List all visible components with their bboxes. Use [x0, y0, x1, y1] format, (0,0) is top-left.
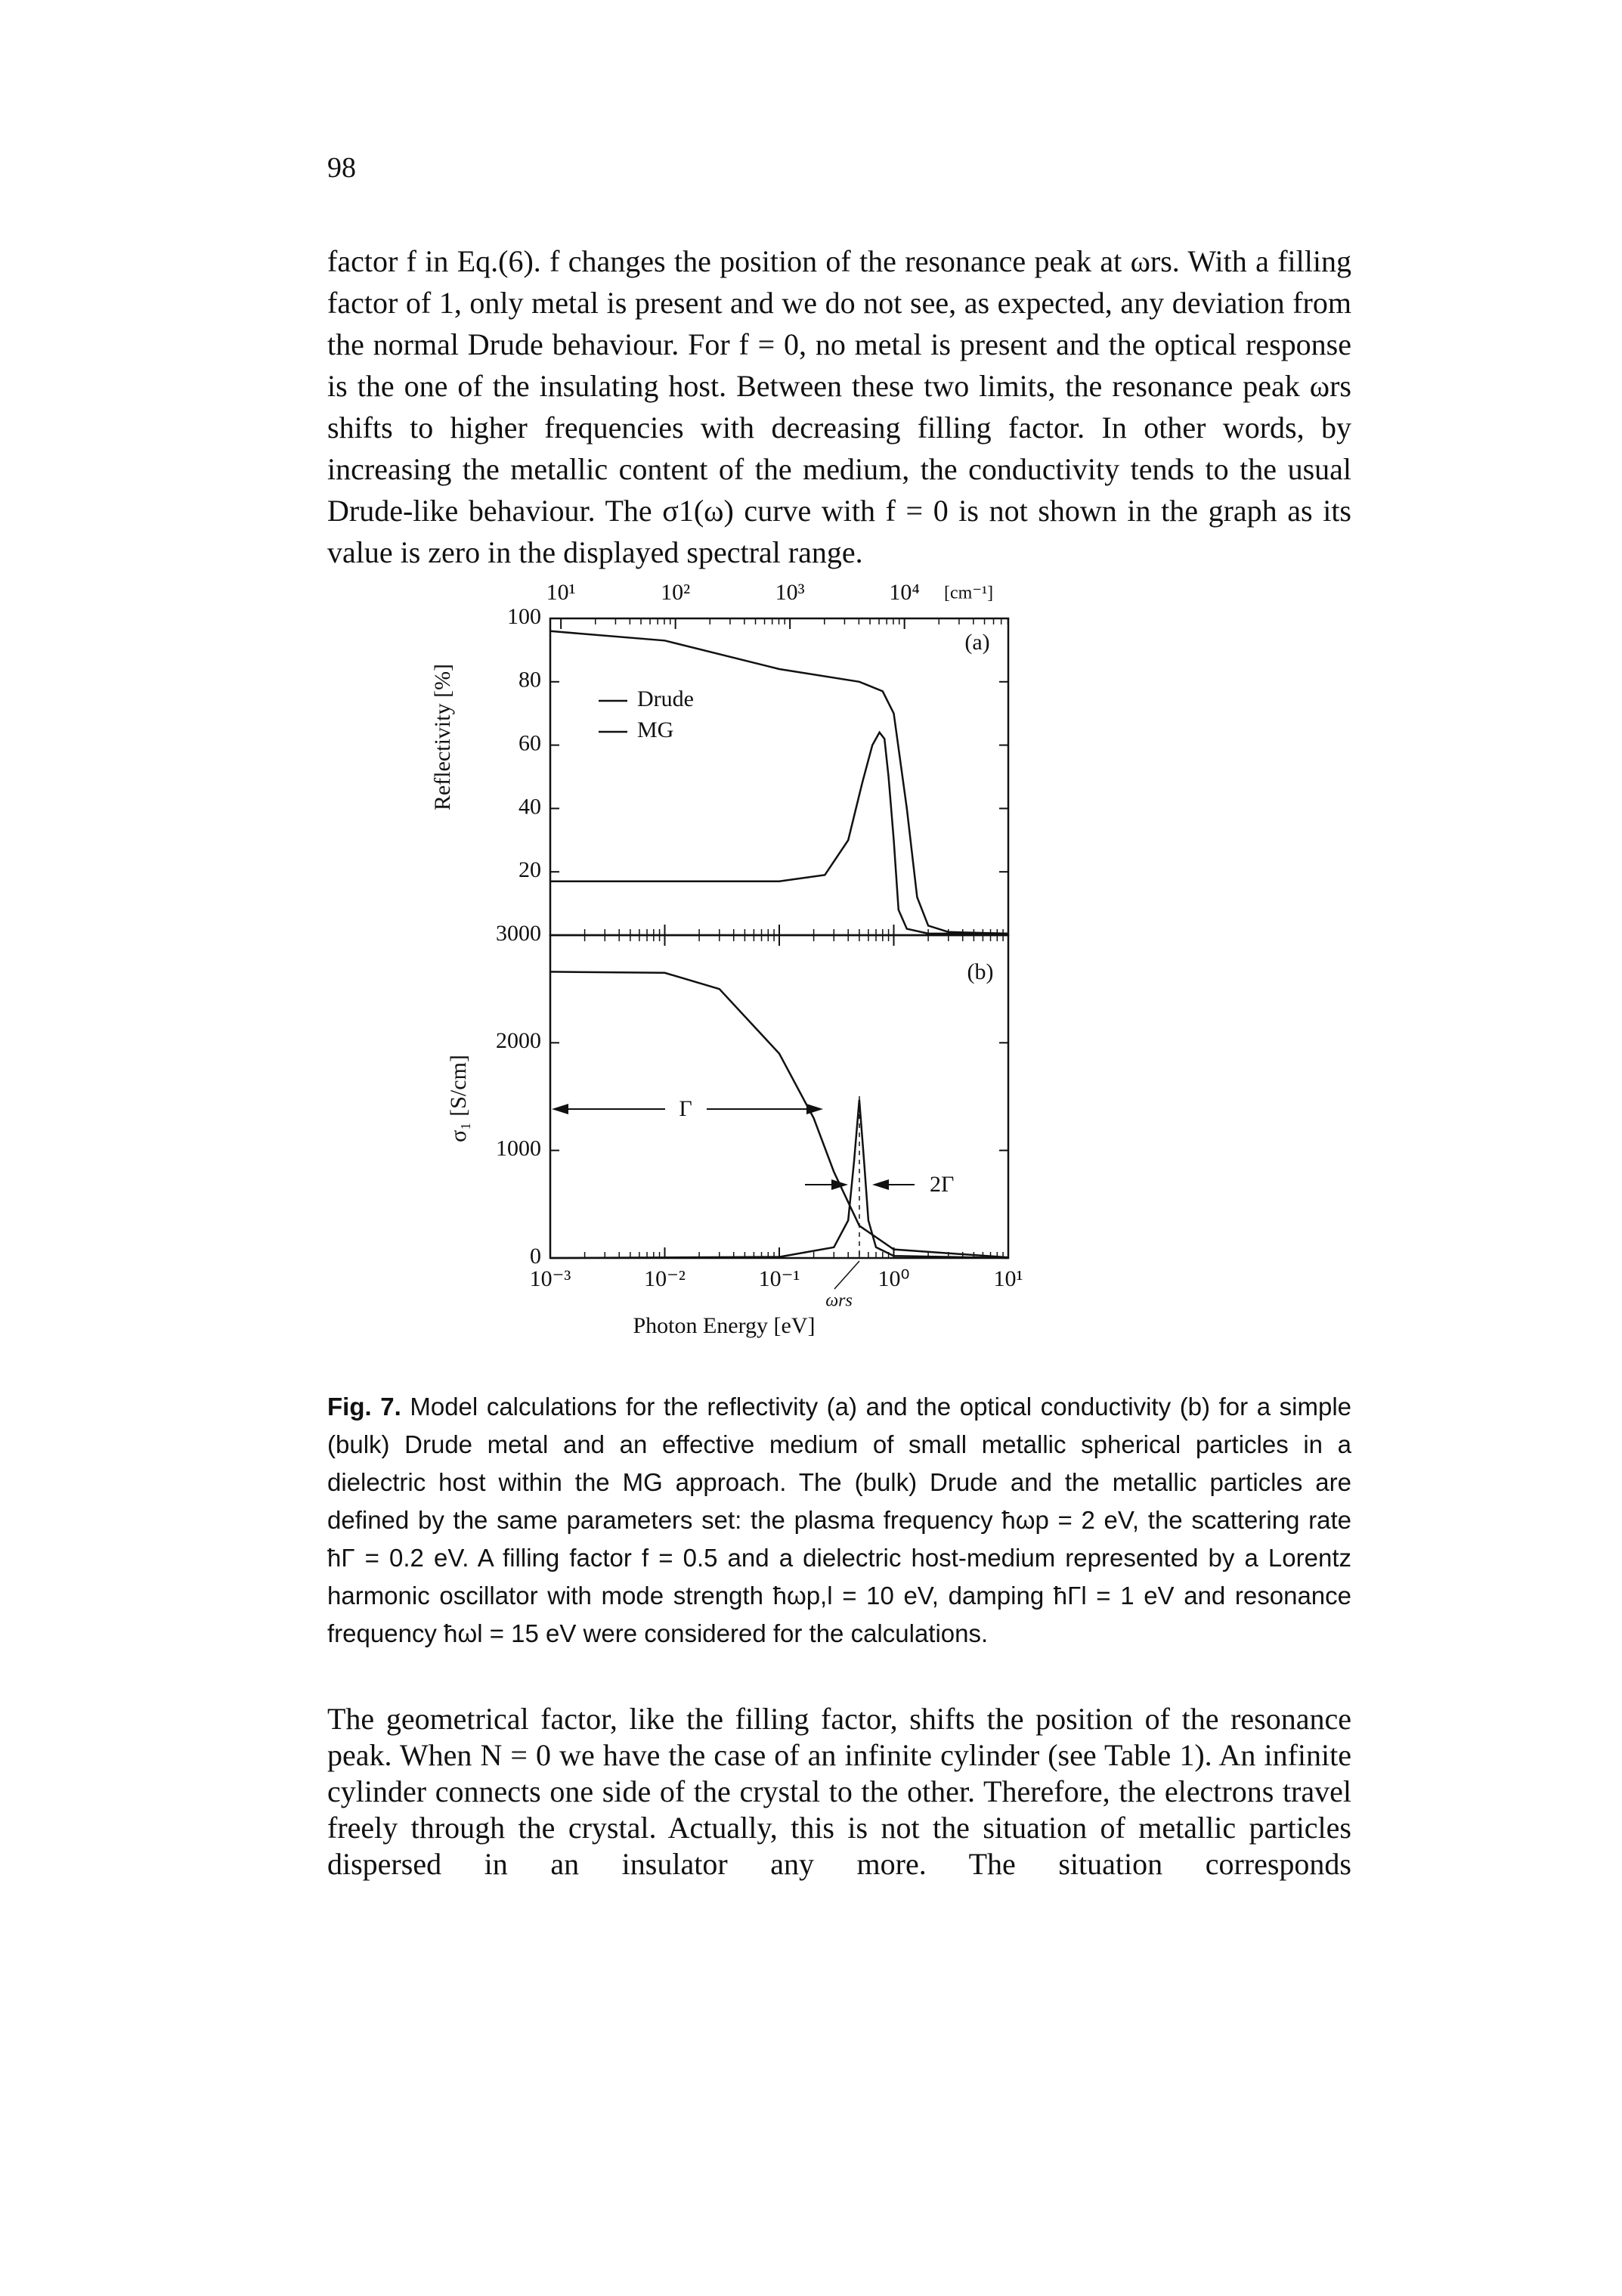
x-tick-label: 10¹: [994, 1266, 1023, 1291]
y-tick-label: 80: [518, 668, 541, 693]
curve: [549, 1099, 1009, 1260]
y-axis-label: Reflectivity [%]: [430, 664, 455, 810]
paragraph: factor f in Eq.(6). f changes the positi…: [327, 244, 1351, 569]
y-tick-label: 1000: [496, 1136, 541, 1161]
x-tick-label: 10⁰: [878, 1266, 909, 1291]
annotation: 2Γ: [930, 1172, 954, 1197]
x-tick-label: 10⁻²: [644, 1266, 686, 1291]
curve: [549, 971, 1009, 1259]
y-axis-label: σ₁ [S/cm]: [446, 1055, 471, 1142]
y-tick-label: 0: [530, 1244, 541, 1269]
panel-label: (b): [967, 959, 994, 984]
y-tick-label: 3000: [496, 921, 541, 946]
annotation: Γ: [679, 1096, 692, 1121]
page-number: 98: [327, 152, 356, 184]
x-axis-label: Photon Energy [eV]: [633, 1313, 815, 1338]
x-tick-label: 10⁻³: [530, 1266, 571, 1291]
curve: [549, 630, 1009, 935]
panel-label: (a): [964, 630, 989, 655]
plot-frame: [549, 617, 1010, 937]
legend-label: MG: [637, 717, 673, 742]
arrowhead: [552, 1104, 568, 1114]
x2-tick-label: 10³: [775, 580, 805, 605]
curve: [550, 730, 1008, 935]
annotation: ωrs: [825, 1291, 853, 1311]
legend-label: Drude: [637, 686, 694, 711]
x2-tick-label: 10⁴: [889, 580, 919, 605]
caption-text: Model calculations for the reflectivity …: [327, 1393, 1352, 1647]
y-tick-label: 40: [518, 794, 541, 819]
caption: Fig. 7. Model calculations for the refle…: [327, 1388, 1351, 1653]
y-tick-label: 2000: [496, 1028, 541, 1053]
arrowhead: [872, 1179, 889, 1190]
x2-tick-label: 10²: [661, 580, 690, 605]
y-tick-label: 100: [507, 604, 541, 629]
x-tick-label: 10⁻¹: [759, 1266, 800, 1291]
paragraph: The geometrical factor, like the filling…: [327, 1702, 1351, 1881]
x2-tick-label: 10¹: [546, 580, 576, 605]
x2-axis-label: [cm⁻¹]: [944, 584, 993, 603]
plot-frame: [549, 934, 1010, 1260]
y-tick-label: 60: [518, 730, 541, 755]
y-tick-label: 20: [518, 857, 541, 882]
caption-label: Fig. 7.: [327, 1393, 401, 1421]
pointer: [834, 1260, 860, 1290]
